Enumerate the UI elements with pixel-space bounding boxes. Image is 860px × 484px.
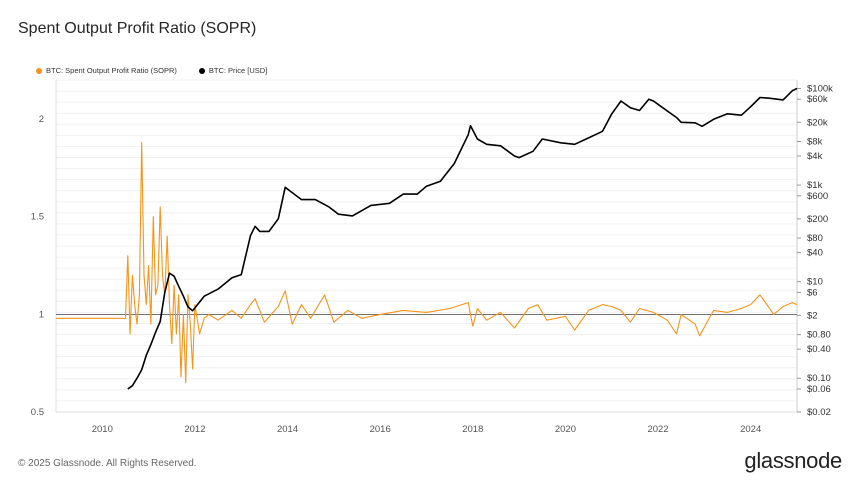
x-tick-label: 2014 [277, 424, 298, 435]
y-right-tick-label: $8k [807, 136, 823, 147]
x-tick-label: 2012 [184, 424, 205, 435]
chart-title: Spent Output Profit Ratio (SOPR) [18, 20, 257, 37]
y-right-tick-label: $0.02 [807, 407, 831, 418]
copyright-text: © 2025 Glassnode. All Rights Reserved. [18, 458, 197, 469]
x-tick-label: 2022 [647, 424, 668, 435]
legend-item-sopr[interactable]: BTC: Spent Output Profit Ratio (SOPR) [36, 66, 177, 75]
x-tick-label: 2018 [462, 424, 483, 435]
legend-dot-price [198, 67, 205, 74]
price-line [127, 87, 798, 390]
y-right-tick-label: $0.40 [807, 344, 831, 355]
y-right-tick-label: $600 [807, 191, 828, 202]
y-left-tick-label: 2 [39, 114, 44, 125]
x-tick-label: 2010 [92, 424, 113, 435]
y-right-tick-label: $2 [807, 310, 818, 321]
y-right-tick-label: $100k [807, 84, 833, 95]
legend-item-price[interactable]: BTC: Price [USD] [198, 66, 268, 75]
y-right-tick-label: $10 [807, 277, 823, 288]
legend-dot-sopr [36, 67, 42, 74]
y-left-tick-label: 1.5 [31, 212, 44, 223]
y-left-tick-label: 1 [39, 309, 44, 320]
x-tick-label: 2024 [740, 424, 761, 435]
y-right-tick-label: $0.80 [807, 330, 831, 341]
y-right-tick-label: $4k [807, 151, 823, 162]
sopr-line [56, 141, 798, 384]
y-right-tick-label: $80 [807, 233, 823, 244]
legend-label-sopr: BTC: Spent Output Profit Ratio (SOPR) [46, 66, 177, 75]
y-right-tick-label: $200 [807, 214, 828, 225]
y-right-tick-label: $0.10 [807, 373, 831, 384]
y-right-tick-label: $60k [807, 94, 828, 105]
y-right-tick-label: $20k [807, 117, 828, 128]
x-tick-label: 2016 [370, 424, 391, 435]
y-right-tick-label: $40 [807, 248, 823, 259]
glassnode-logo: glassnode [744, 448, 842, 473]
x-tick-label: 2020 [555, 424, 576, 435]
y-right-tick-label: $6 [807, 287, 818, 298]
y-left-tick-label: 0.5 [31, 407, 44, 418]
legend-label-price: BTC: Price [USD] [208, 66, 268, 75]
chart-legend: BTC: Spent Output Profit Ratio (SOPR) BT… [36, 66, 267, 75]
y-right-tick-label: $1k [807, 180, 823, 191]
y-right-tick-label: $0.06 [807, 384, 831, 395]
